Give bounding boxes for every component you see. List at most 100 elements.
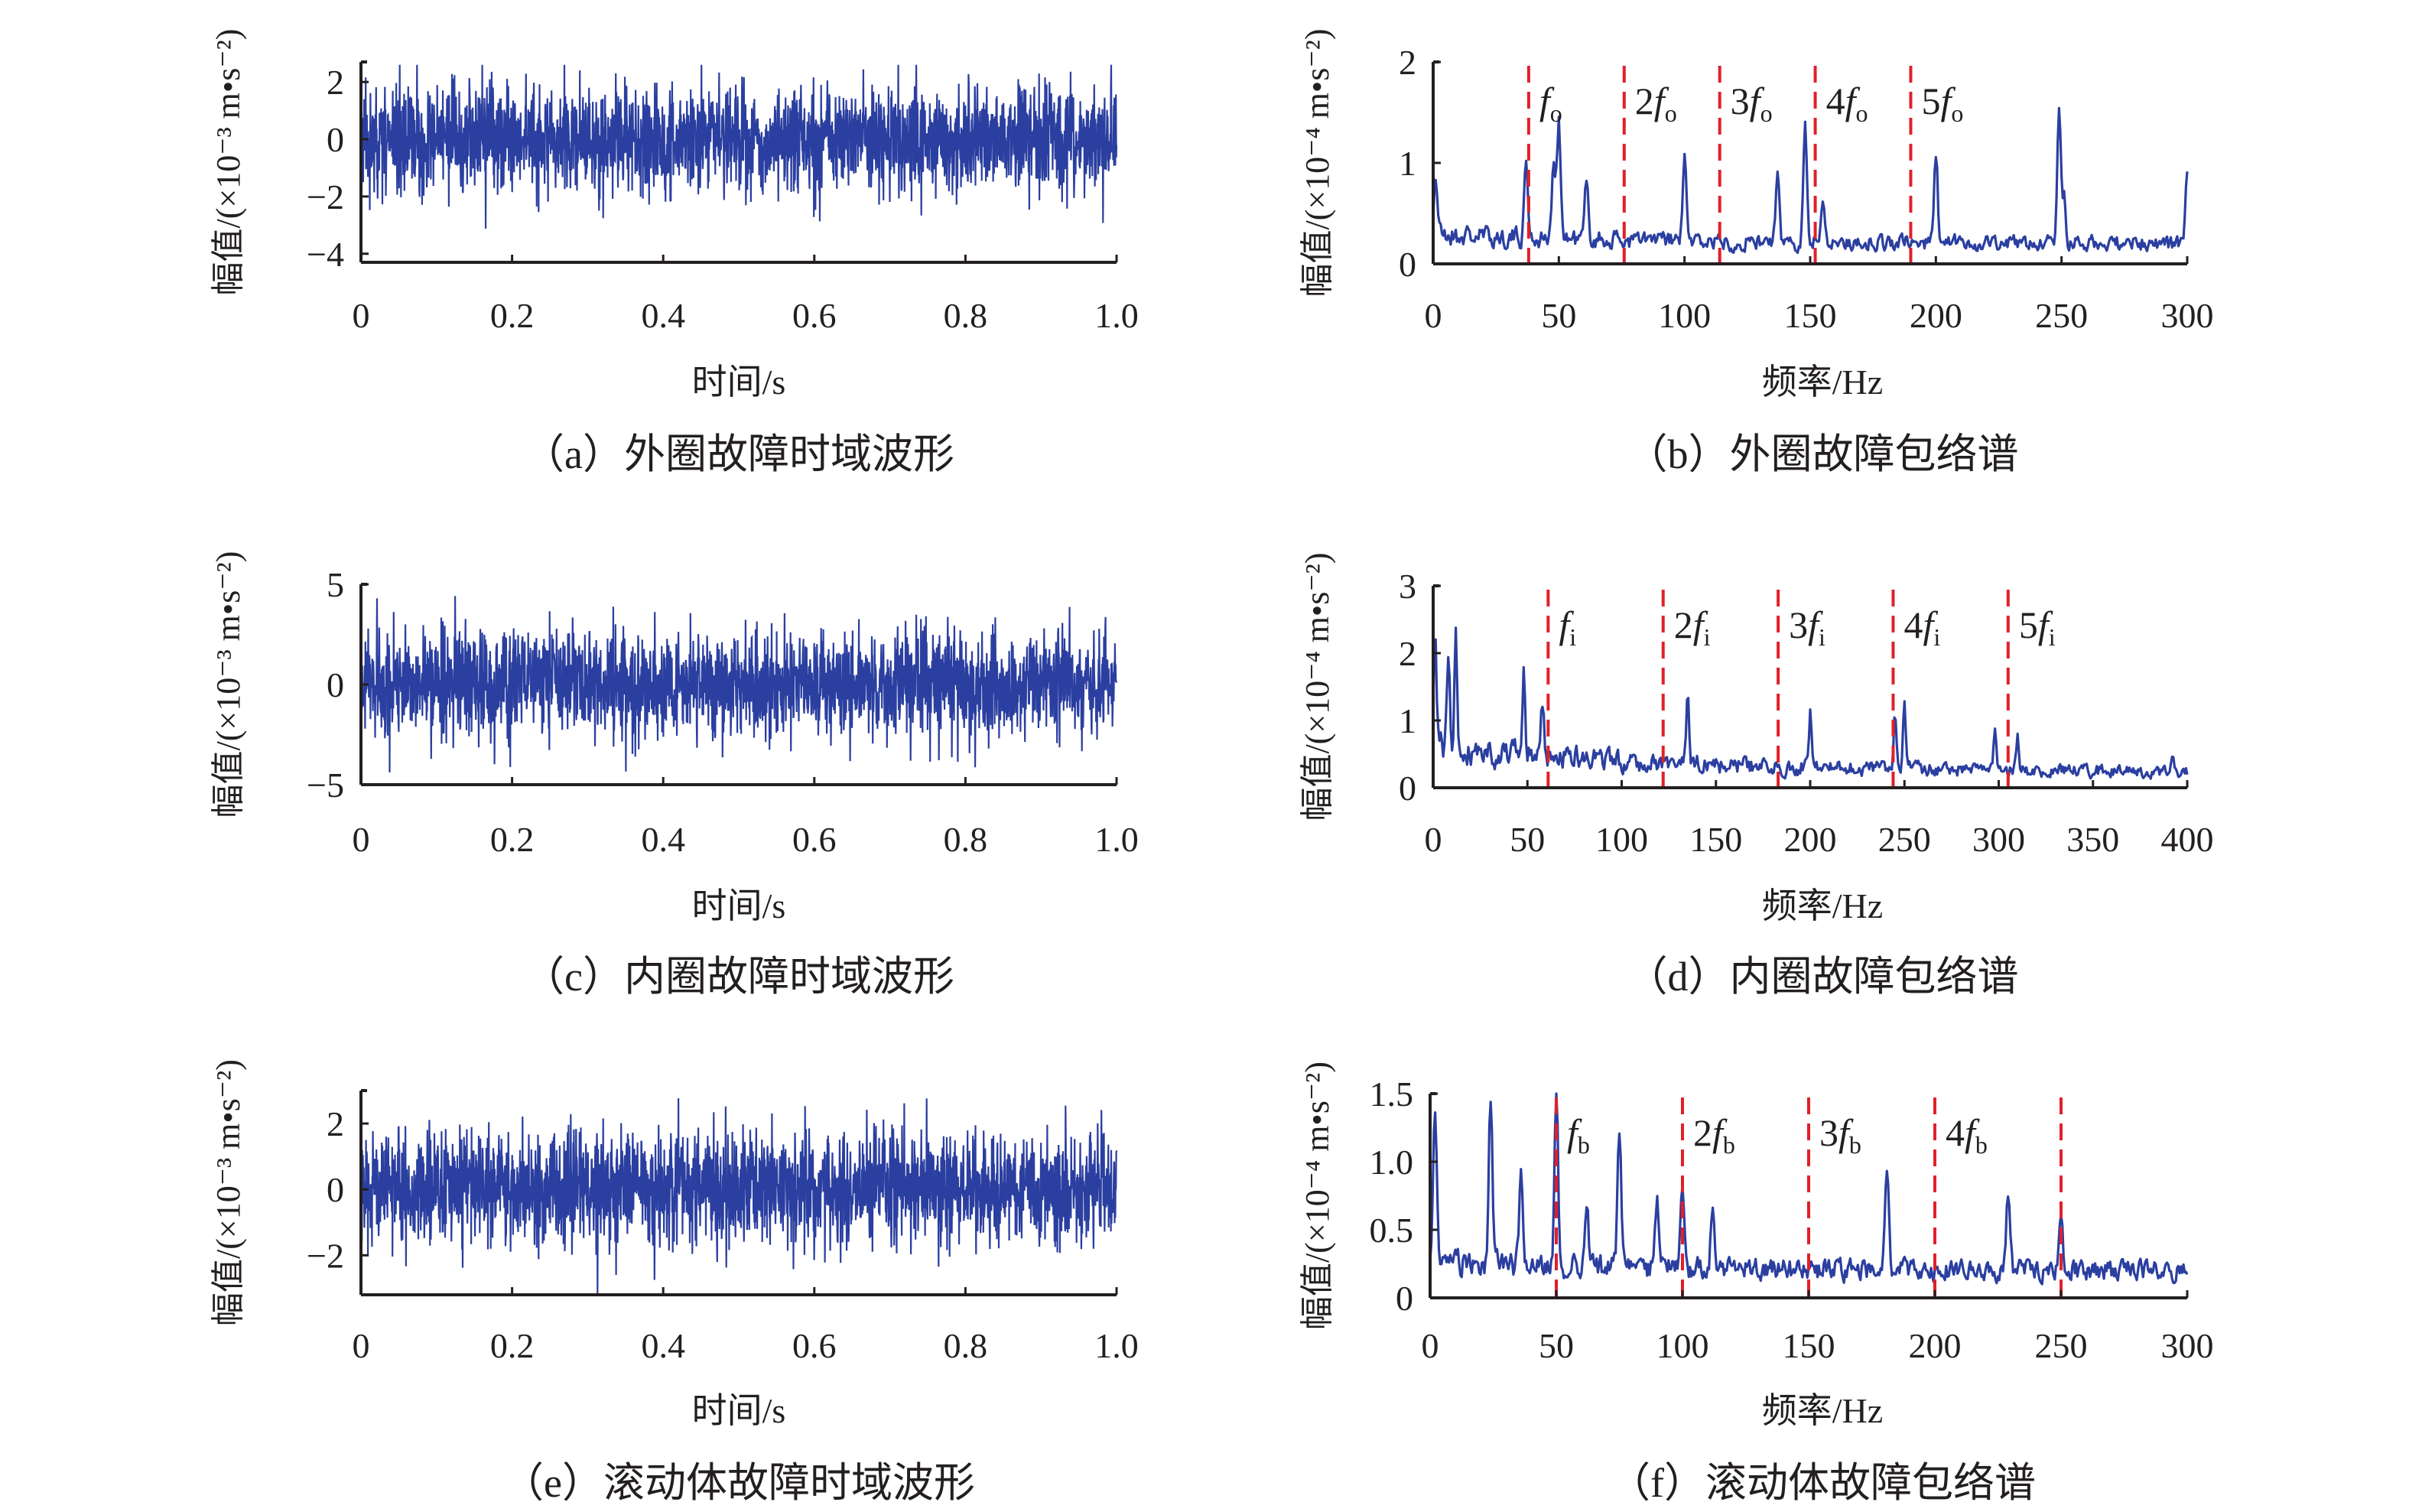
signal-line bbox=[359, 596, 1118, 773]
x-axis-label: 时间/s bbox=[692, 886, 786, 925]
y-tick-label: −4 bbox=[307, 235, 344, 274]
x-tick-label: 150 bbox=[1784, 296, 1837, 335]
y-tick-label: −2 bbox=[307, 1236, 344, 1275]
spectrum-line bbox=[1432, 626, 2189, 780]
y-tick-label: 0 bbox=[1399, 245, 1416, 284]
fault-frequency-label: 3fb bbox=[1819, 1111, 1861, 1159]
x-tick-label: 0.8 bbox=[944, 1326, 988, 1365]
signal-line bbox=[359, 1097, 1118, 1296]
y-tick-label: 2 bbox=[327, 1104, 344, 1143]
chart-panel-a: 20−2−40 0.2 0.4 0.6 0.8 1.0幅值/(×10⁻³ m•s⁻²)时间… bbox=[210, 29, 1139, 477]
x-tick-label: 150 bbox=[1783, 1326, 1835, 1365]
y-tick-label: 0 bbox=[1399, 769, 1416, 808]
x-tick-label: 50 bbox=[1510, 820, 1545, 859]
x-tick-label: 0.4 bbox=[641, 296, 685, 335]
x-tick-label: 100 bbox=[1658, 296, 1711, 335]
x-tick-label: 0.4 bbox=[641, 1326, 685, 1365]
y-tick-label: 5 bbox=[327, 565, 344, 604]
fault-frequency-label: fb bbox=[1567, 1111, 1590, 1159]
y-tick-label: 0 bbox=[327, 120, 344, 159]
y-axis-label: 幅值/(×10⁻³ m•s⁻²) bbox=[210, 29, 247, 296]
x-tick-label: 0 bbox=[353, 296, 370, 335]
fault-frequency-label: 5fo bbox=[1921, 80, 1963, 127]
y-tick-label: 1.5 bbox=[1370, 1075, 1414, 1114]
spectrum-line bbox=[1432, 106, 2189, 255]
x-tick-label: 100 bbox=[1595, 820, 1648, 859]
chart-panel-e: 2 0 −2 0 0.2 0.4 0.6 0.8 1.0 幅值/(×10⁻³ m•s⁻²) 时间/s… bbox=[210, 1059, 1139, 1506]
y-tick-label: 3 bbox=[1399, 567, 1416, 606]
x-tick-label: 250 bbox=[2035, 296, 2088, 335]
panel-caption: （f）滚动体故障包络谱 bbox=[1609, 1460, 2036, 1506]
x-tick-label: 0 bbox=[1425, 820, 1442, 859]
fault-frequency-label: fo bbox=[1539, 80, 1562, 127]
y-axis-label: 幅值/(×10⁻⁴ m•s⁻²) bbox=[1299, 28, 1336, 297]
x-axis-label: 频率/Hz bbox=[1762, 363, 1883, 402]
y-axis-label: 幅值/(×10⁻⁴ m•s⁻²) bbox=[1299, 552, 1336, 821]
y-tick-label: −2 bbox=[307, 177, 344, 216]
x-tick-label: 0.6 bbox=[792, 820, 837, 859]
x-tick-label: 200 bbox=[1910, 296, 1962, 335]
x-tick-label: 50 bbox=[1541, 296, 1576, 335]
fault-frequency-label: 3fi bbox=[1789, 603, 1825, 651]
x-tick-label: 200 bbox=[1909, 1326, 1962, 1365]
panel-caption: （a）外圈故障时域波形 bbox=[523, 431, 954, 477]
x-tick-label: 0.2 bbox=[490, 296, 535, 335]
panel-caption: （d）内圈故障包络谱 bbox=[1627, 954, 2019, 1000]
x-tick-label: 0.6 bbox=[792, 296, 837, 335]
x-tick-label: 250 bbox=[2035, 1326, 2088, 1365]
fault-frequency-label: 2fo bbox=[1635, 80, 1677, 127]
x-tick-label: 350 bbox=[2066, 820, 2119, 859]
y-tick-label: 1 bbox=[1399, 701, 1416, 740]
x-tick-label: 300 bbox=[1972, 820, 2025, 859]
x-tick-label: 1.0 bbox=[1094, 820, 1139, 859]
x-tick-label: 1.0 bbox=[1094, 1326, 1139, 1365]
fault-frequency-label: 4fi bbox=[1903, 603, 1940, 651]
y-tick-label: 1.0 bbox=[1370, 1143, 1414, 1182]
x-tick-label: 0 bbox=[353, 820, 370, 859]
fault-frequency-label: 3fo bbox=[1731, 80, 1773, 127]
panel-caption: （b）外圈故障包络谱 bbox=[1627, 431, 2019, 477]
fault-frequency-label: fi bbox=[1559, 603, 1576, 651]
y-tick-label: −5 bbox=[307, 766, 344, 805]
y-tick-label: 2 bbox=[1399, 43, 1416, 82]
y-axis-label: 幅值/(×10⁻³ m•s⁻²) bbox=[210, 1059, 247, 1326]
x-tick-label: 200 bbox=[1784, 820, 1837, 859]
y-axis-label: 幅值/(×10⁻³ m•s⁻²) bbox=[210, 551, 247, 818]
x-tick-label: 1.0 bbox=[1094, 296, 1139, 335]
x-tick-label: 300 bbox=[2161, 1326, 2214, 1365]
fault-frequency-label: 4fo bbox=[1826, 80, 1868, 127]
y-tick-label: 2 bbox=[327, 63, 344, 102]
x-tick-label: 0 bbox=[353, 1326, 370, 1365]
x-tick-label: 50 bbox=[1539, 1326, 1574, 1365]
x-tick-label: 250 bbox=[1878, 820, 1931, 859]
x-tick-label: 0.8 bbox=[944, 820, 988, 859]
x-axis-label: 频率/Hz bbox=[1762, 1391, 1883, 1430]
y-tick-label: 2 bbox=[1399, 634, 1416, 673]
x-tick-label: 0 bbox=[1422, 1326, 1439, 1365]
y-tick-label: 0 bbox=[327, 1170, 344, 1209]
y-tick-label: 0 bbox=[1396, 1279, 1413, 1318]
panel-caption: （c）内圈故障时域波形 bbox=[523, 954, 954, 1000]
fault-frequency-label: 2fi bbox=[1674, 603, 1711, 651]
fault-frequency-label: 4fb bbox=[1946, 1111, 1988, 1159]
x-tick-label: 150 bbox=[1689, 820, 1742, 859]
x-tick-label: 0.2 bbox=[490, 1326, 535, 1365]
x-tick-label: 0.4 bbox=[641, 820, 685, 859]
y-tick-label: 1 bbox=[1399, 144, 1416, 183]
x-tick-label: 400 bbox=[2161, 820, 2214, 859]
x-axis-label: 时间/s bbox=[692, 1391, 786, 1430]
fault-frequency-label: 2fb bbox=[1693, 1111, 1735, 1159]
chart-panel-c: 50−50 0.2 0.4 0.6 0.8 1.0幅值/(×10⁻³ m•s⁻²)时间/s… bbox=[210, 551, 1139, 1000]
y-axis-label: 幅值/(×10⁻⁴ m•s⁻²) bbox=[1299, 1062, 1336, 1330]
signal-line bbox=[359, 64, 1118, 229]
x-tick-label: 0.6 bbox=[792, 1326, 837, 1365]
y-tick-label: 0 bbox=[327, 665, 344, 704]
x-tick-label: 100 bbox=[1656, 1326, 1709, 1365]
x-tick-label: 0.8 bbox=[944, 296, 988, 335]
x-axis-label: 时间/s bbox=[692, 363, 786, 402]
y-tick-label: 0.5 bbox=[1370, 1211, 1414, 1250]
fault-frequency-label: 5fi bbox=[2019, 603, 2056, 651]
